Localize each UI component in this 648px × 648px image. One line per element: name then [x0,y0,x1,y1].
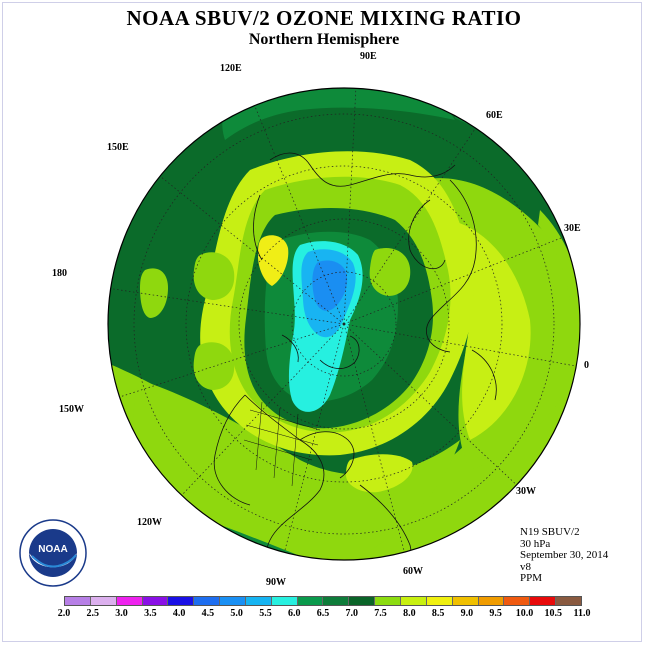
info-date: September 30, 2014 [520,549,609,561]
colorbar-swatch [245,597,272,605]
lime-east-cap [538,210,580,300]
colorbar-swatch [116,597,143,605]
colorbar-tick-label: 7.5 [374,608,387,619]
colorbar-swatch [168,597,195,605]
colorbar-tick-label: 2.0 [57,608,71,619]
blue-core [312,260,348,311]
colorbar-swatch [349,597,376,605]
colorbar-swatch [504,597,531,605]
colorbar-swatch [400,597,427,605]
colorbar-swatch [90,597,117,605]
colorbar-swatch [375,597,401,605]
colorbar-tick-label: 9.0 [460,608,474,619]
colorbar-swatch [142,597,169,605]
lime-blob-far-west [140,268,168,318]
colorbar-swatch [220,597,246,605]
colorbar-tick-label: 8.0 [403,608,416,619]
colorbar-tick-label: 2.5 [86,608,100,619]
cyan-edge-150e [108,160,128,250]
state-grid [243,401,321,487]
colorbar-swatch [426,597,453,605]
plot-frame [2,2,642,642]
colorbar-tick-label: 5.0 [230,608,243,619]
colorbar-swatch [65,597,91,605]
colorbar-tick-label: 4.0 [172,608,186,619]
lon-label-30e: 30E [564,223,581,234]
lime-blob-northeast [369,248,411,296]
info-level: 30 hPa [520,537,551,550]
latitude-circles [133,113,555,535]
colorbar-tick-label: 10.0 [515,608,534,619]
lon-label-90e: 90E [360,51,377,62]
lon-label-90w: 90W [266,577,286,588]
colorbar-tick-label: 5.5 [259,608,272,619]
lon-label-60w: 60W [403,566,423,577]
colorbar-swatch [556,597,581,605]
colorbar-tick-label: 4.5 [201,608,215,619]
colorbar-swatch [271,597,298,605]
dark-green-top-ribbon [222,88,455,140]
info-block: N19 SBUV/2 30 hPa September 30, 2014 v8 … [520,526,609,585]
lime-blob-west [193,252,235,300]
lon-label-180: 180 [52,268,67,279]
info-instrument: N19 SBUV/2 [520,526,580,538]
logo-text: NOAA [38,544,67,555]
lon-label-30w: 30W [516,486,536,497]
colorbar-swatch [297,597,324,605]
map-title: NOAA SBUV/2 OZONE MIXING RATIO [126,6,522,30]
info-units: PPM [520,572,543,584]
colorbar-swatch [323,597,350,605]
lon-label-150w: 150W [59,404,84,415]
noaa-logo: NOAA [19,519,87,587]
colorbar-tick-label: 9.5 [489,608,502,619]
colorbar-tick-label: 11.0 [573,608,591,619]
lon-label-60e: 60E [486,110,503,121]
colorbar-tick-label: 3.0 [115,608,128,619]
colorbar-swatch [194,597,221,605]
colorbar-tick-label: 10.5 [544,608,562,619]
globe-outline [107,87,581,561]
colorbar-tick-label: 6.0 [287,608,301,619]
colorbar-tick-label: 3.5 [144,608,157,619]
colorbar-swatch [452,597,479,605]
lime-blob-south [346,454,413,493]
lon-label-150e: 150E [107,142,129,153]
colorbar [64,596,582,606]
lon-label-120e: 120E [220,63,242,74]
info-version: v8 [520,560,531,573]
lon-label-120w: 120W [137,517,162,528]
map-subtitle: Northern Hemisphere [248,31,400,48]
colorbar-swatch [530,597,557,605]
colorbar-tick-label: 7.0 [345,608,359,619]
colorbar-swatch [478,597,505,605]
colorbar-tick-label: 6.5 [316,608,330,619]
colorbar-tick-label: 8.5 [431,608,445,619]
lon-label-0: 0 [584,360,589,371]
